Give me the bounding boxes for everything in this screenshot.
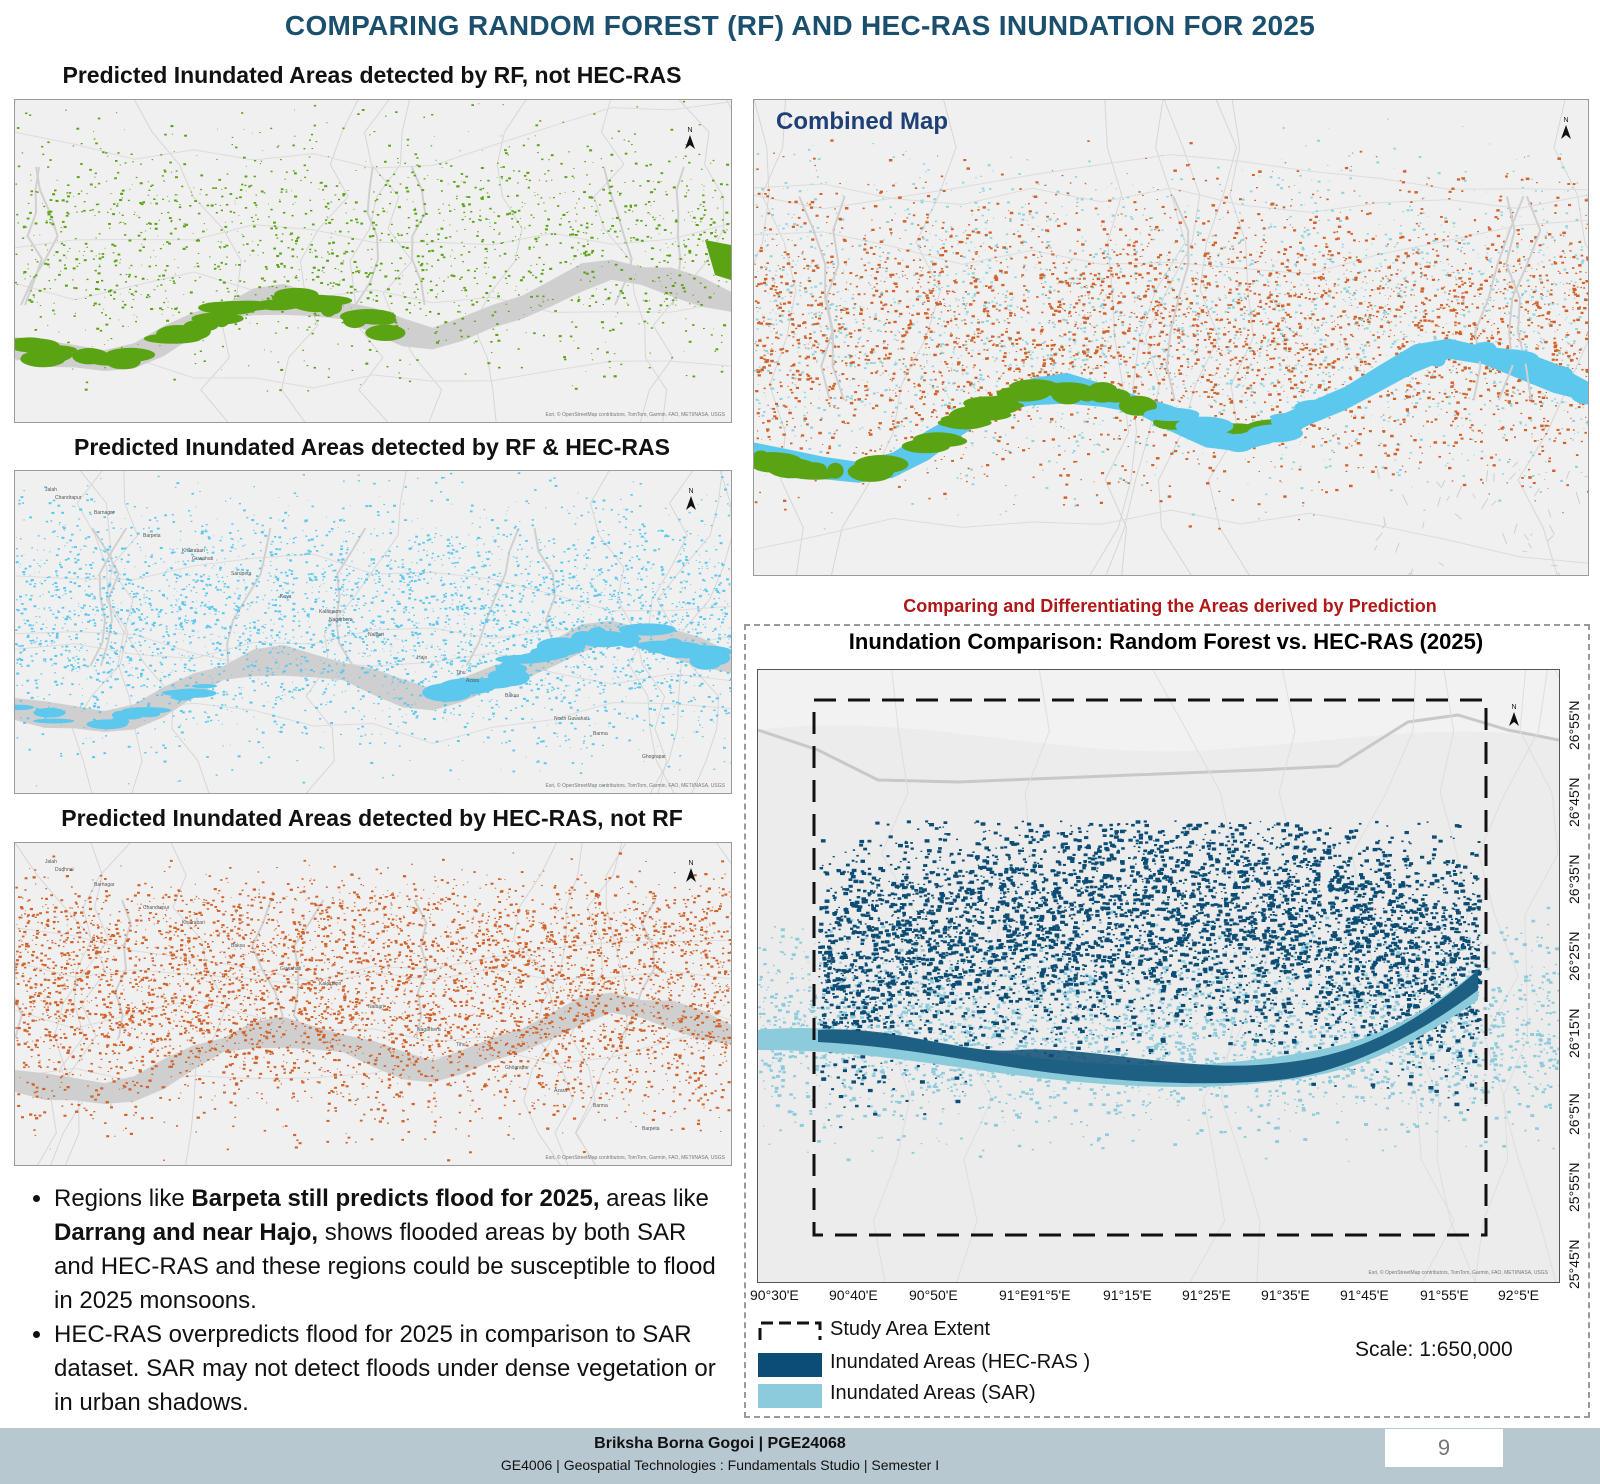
map-rf-and-hec: Jalah Khairabari Kalaigaon Tihu Barma Barnaga… bbox=[14, 470, 732, 794]
longitude-label: 90°30'E bbox=[750, 1287, 799, 1303]
legend-sar-swatch bbox=[758, 1384, 822, 1408]
latitude-label: 25°45'N bbox=[1566, 1219, 1582, 1289]
longitude-label: 92°5'E bbox=[1498, 1287, 1539, 1303]
comparison-panel bbox=[744, 624, 1590, 1418]
bullet-list: Regions like Barpeta still predicts floo… bbox=[14, 1182, 730, 1420]
longitude-label: 91°55'E bbox=[1420, 1287, 1469, 1303]
svg-text:Esri, © OpenStreetMap contribu: Esri, © OpenStreetMap contributors, TomT… bbox=[546, 411, 726, 418]
bullet-text: Regions like bbox=[54, 1185, 191, 1212]
bullet-item: Regions like Barpeta still predicts floo… bbox=[54, 1182, 730, 1318]
slide-title: COMPARING RANDOM FOREST (RF) AND HEC-RAS… bbox=[0, 10, 1600, 42]
map-rf-only: N Esri, © OpenStreetMap contributors, Tom… bbox=[14, 99, 732, 423]
scale-label: Scale: 1:650,000 bbox=[1355, 1338, 1513, 1362]
legend-study-area-label: Study Area Extent bbox=[830, 1318, 990, 1341]
longitude-label: 91°45'E bbox=[1340, 1287, 1389, 1303]
longitude-label: 90°40'E bbox=[829, 1287, 878, 1303]
latitude-label: 26°55'N bbox=[1566, 680, 1582, 750]
latitude-label: 26°5'N bbox=[1566, 1065, 1582, 1135]
longitude-label: 91°E91°5'E bbox=[999, 1287, 1070, 1303]
latitude-label: 26°25'N bbox=[1566, 911, 1582, 981]
footer-author: Briksha Borna Gogoi | PGE24068 bbox=[400, 1435, 1040, 1453]
longitude-label: 91°15'E bbox=[1103, 1287, 1152, 1303]
comparison-map: N Esri, © OpenStreetMap contributors, Tom… bbox=[757, 669, 1560, 1283]
bullet-text: Barpeta still predicts flood for 2025, bbox=[191, 1185, 599, 1212]
longitude-label: 91°35'E bbox=[1261, 1287, 1310, 1303]
footer-course: GE4006 | Geospatial Technologies : Funda… bbox=[300, 1457, 1140, 1473]
bullet-item: HEC-RAS overpredicts flood for 2025 in c… bbox=[54, 1318, 730, 1420]
footer-bar bbox=[0, 1428, 1600, 1484]
longitude-label: 90°50'E bbox=[909, 1287, 958, 1303]
panel-title-rf-hec: Predicted Inundated Areas detected by RF… bbox=[14, 434, 730, 461]
map-rf-only-canvas: N Esri, © OpenStreetMap contributors, Tom… bbox=[15, 100, 731, 422]
legend-study-area-swatch bbox=[758, 1320, 822, 1340]
latitude-label: 26°35'N bbox=[1566, 834, 1582, 904]
latitude-label: 26°45'N bbox=[1566, 757, 1582, 827]
bullet-text: Darrang and near Hajo, bbox=[54, 1219, 318, 1246]
bullet-text: areas like bbox=[600, 1185, 709, 1212]
map-rf-and-hec-canvas: JalahKhairabariKalaigaonTihuBarmaBarnaga… bbox=[15, 471, 731, 793]
map-hec-only: Jalah Khairabari Kalaigaon Tihu Barma Barnaga… bbox=[14, 842, 732, 1166]
comparison-title: Inundation Comparison: Random Forest vs.… bbox=[746, 629, 1586, 655]
latitude-label: 26°15'N bbox=[1566, 988, 1582, 1058]
bullet-text: shows flooded areas by both SAR and HEC-… bbox=[54, 1219, 716, 1314]
combined-map-label: Combined Map bbox=[776, 108, 948, 136]
svg-text:N: N bbox=[687, 127, 692, 134]
comparison-subtitle: Comparing and Differentiating the Areas … bbox=[745, 596, 1595, 617]
legend-hecras-swatch bbox=[758, 1353, 822, 1377]
bullet-text: HEC-RAS overpredicts flood for 2025 in c… bbox=[54, 1321, 716, 1416]
combined-map-canvas: N bbox=[754, 100, 1588, 575]
page-number: 9 bbox=[1385, 1429, 1503, 1467]
panel-title-rf-only: Predicted Inundated Areas detected by RF… bbox=[14, 62, 730, 89]
longitude-label: 91°25'E bbox=[1182, 1287, 1231, 1303]
panel-title-hec-only: Predicted Inundated Areas detected by HE… bbox=[14, 805, 730, 832]
latitude-label: 25°55'N bbox=[1566, 1142, 1582, 1212]
combined-map: N Combined Map bbox=[753, 99, 1589, 576]
map-hec-only-canvas: JalahKhairabariKalaigaonTihuBarmaBarnaga… bbox=[15, 843, 731, 1165]
legend-sar-label: Inundated Areas (SAR) bbox=[830, 1382, 1036, 1405]
legend-hecras-label: Inundated Areas (HEC-RAS ) bbox=[830, 1351, 1090, 1374]
